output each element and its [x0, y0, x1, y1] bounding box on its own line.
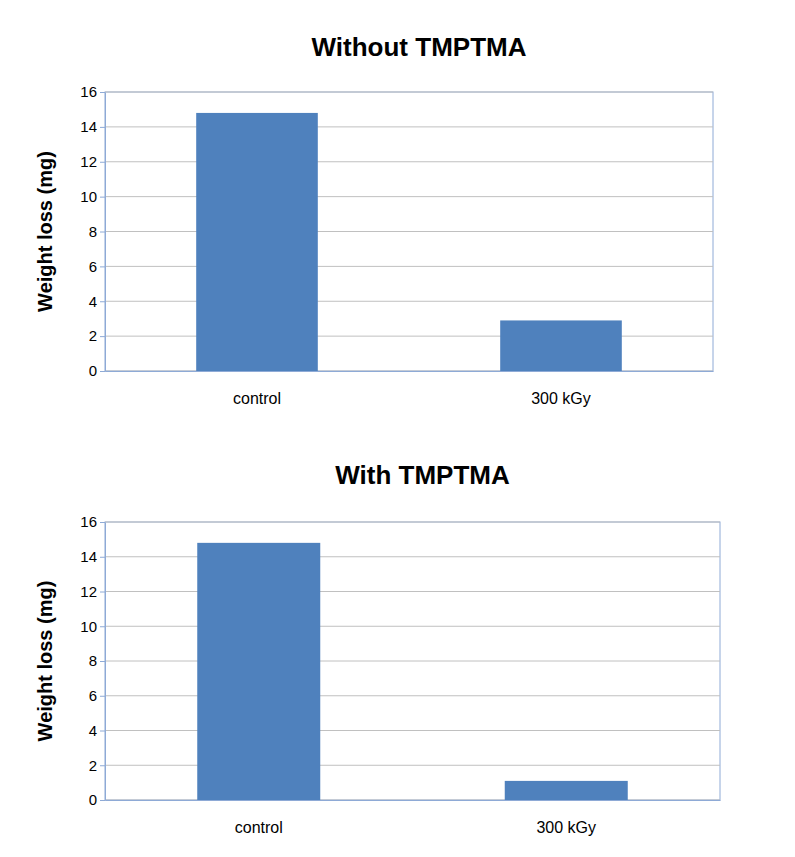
tick-mark — [100, 661, 105, 662]
grid — [105, 92, 713, 371]
tick-label: 4 — [89, 293, 97, 310]
tick-label: 4 — [89, 722, 97, 739]
tick-mark — [100, 336, 105, 337]
tick-mark — [100, 522, 105, 523]
plot-frame — [105, 92, 713, 371]
bar — [505, 781, 628, 800]
tick-label: 2 — [89, 327, 97, 344]
tick-mark — [100, 266, 105, 267]
chart: 0 2 4 6 8 10 12 14 16 control 300 kGy Without TMPTM… — [34, 32, 714, 407]
tick: 10 — [80, 188, 105, 205]
plot-frame — [105, 522, 720, 800]
tick: 10 — [80, 618, 105, 635]
tick-label: 6 — [89, 687, 97, 704]
tick-label: 14 — [80, 118, 97, 135]
y-axis-title: Weight loss (mg) — [34, 151, 56, 312]
tick-mark — [100, 800, 105, 801]
tick: 12 — [80, 153, 105, 170]
figure: 0 2 4 6 8 10 12 14 16 control 300 kGy Without TMPTM… — [0, 0, 795, 857]
tick-label: 8 — [89, 652, 97, 669]
tick: 4 — [89, 722, 105, 739]
tick-mark — [100, 197, 105, 198]
grid-line — [105, 92, 713, 93]
tick: 6 — [89, 258, 105, 275]
tick-mark — [100, 162, 105, 163]
tick: 14 — [80, 548, 105, 565]
bar — [196, 113, 318, 371]
tick-label: 300 kGy — [531, 390, 591, 407]
tick: 16 — [80, 83, 105, 100]
tick-label: 12 — [80, 153, 97, 170]
grid — [105, 522, 720, 800]
tick: control — [235, 800, 283, 836]
y-axis: 0 2 4 6 8 10 12 14 16 — [80, 513, 105, 808]
tick: 4 — [89, 293, 105, 310]
bars — [196, 113, 622, 371]
axis-line — [105, 523, 106, 801]
tick-mark — [100, 92, 105, 93]
chart: 0 2 4 6 8 10 12 14 16 control 300 kGy With TMPTMA We… — [34, 460, 721, 836]
bars — [197, 543, 628, 800]
tick: 16 — [80, 513, 105, 530]
axis-line — [105, 93, 106, 372]
tick-mark — [100, 731, 105, 732]
bar — [500, 320, 622, 371]
tick-label: 12 — [80, 583, 97, 600]
tick-label: 8 — [89, 223, 97, 240]
bar — [197, 543, 320, 800]
tick: 0 — [89, 791, 105, 808]
tick-mark — [100, 765, 105, 766]
tick-mark — [100, 592, 105, 593]
axis-line — [106, 371, 714, 372]
tick-mark — [100, 626, 105, 627]
tick-label: 2 — [89, 757, 97, 774]
tick-label: 0 — [89, 791, 97, 808]
tick: 2 — [89, 757, 105, 774]
tick-label: 300 kGy — [536, 819, 596, 836]
tick: 0 — [89, 362, 105, 379]
x-axis: control 300 kGy — [106, 371, 714, 407]
tick-mark — [100, 696, 105, 697]
tick-label: control — [235, 819, 283, 836]
y-axis-title: Weight loss (mg) — [34, 581, 56, 742]
title: With TMPTMA — [335, 460, 510, 490]
axis-line — [106, 800, 721, 801]
tick: 8 — [89, 223, 105, 240]
grid-line — [105, 522, 720, 523]
tick-mark — [100, 232, 105, 233]
tick-mark — [100, 301, 105, 302]
tick-label: 16 — [80, 83, 97, 100]
tick-label: 14 — [80, 548, 97, 565]
tick: 300 kGy — [536, 800, 596, 836]
tick: 300 kGy — [531, 371, 591, 407]
y-axis: 0 2 4 6 8 10 12 14 16 — [80, 83, 105, 379]
tick-label: 10 — [80, 618, 97, 635]
tick-mark — [100, 371, 105, 372]
tick-mark — [100, 127, 105, 128]
tick-mark — [100, 557, 105, 558]
tick: 6 — [89, 687, 105, 704]
x-axis: control 300 kGy — [106, 800, 721, 836]
title: Without TMPTMA — [312, 32, 527, 62]
tick-label: 6 — [89, 258, 97, 275]
tick: 12 — [80, 583, 105, 600]
tick: 2 — [89, 327, 105, 344]
tick: control — [233, 371, 281, 407]
tick: 14 — [80, 118, 105, 135]
tick-label: control — [233, 390, 281, 407]
tick-label: 16 — [80, 513, 97, 530]
tick-label: 10 — [80, 188, 97, 205]
tick: 8 — [89, 652, 105, 669]
tick-label: 0 — [89, 362, 97, 379]
